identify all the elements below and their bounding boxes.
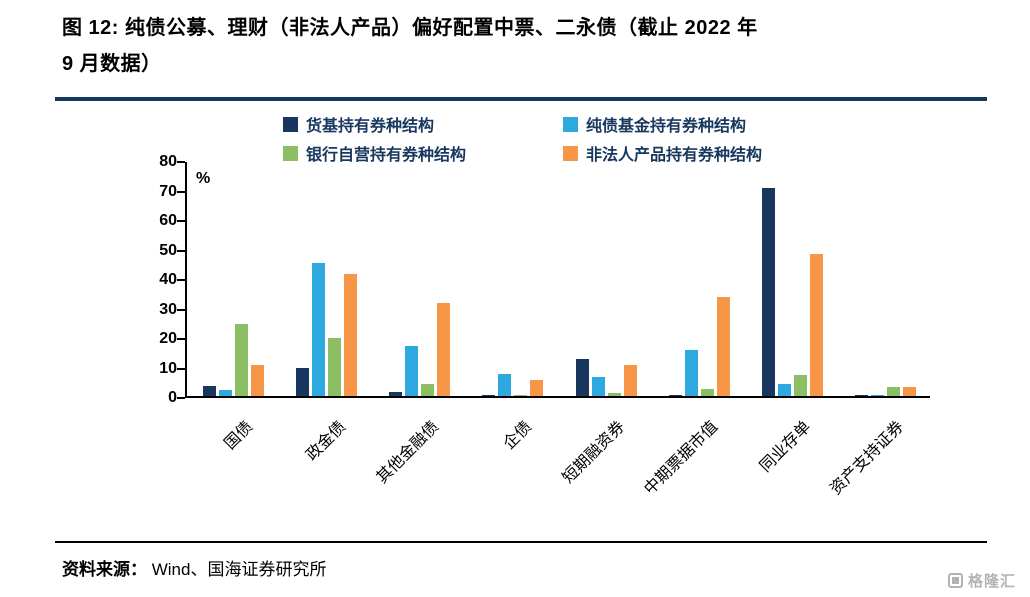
y-axis-tick-mark — [177, 338, 185, 340]
bar-短期融资券-纯债基金持有券种结构 — [592, 377, 605, 396]
bar-资产支持证券-货基持有券种结构 — [855, 395, 868, 396]
bar-中期票据市值-非法人产品持有券种结构 — [717, 297, 730, 396]
bar-企债-非法人产品持有券种结构 — [530, 380, 543, 396]
legend-label: 非法人产品持有券种结构 — [586, 147, 763, 164]
bar-政金债-银行自营持有券种结构 — [328, 338, 341, 396]
legend-marker — [563, 116, 578, 132]
gelonghui-logo-text: 格隆汇 — [967, 573, 1016, 590]
legend-item-1: 货基持有券种结构 — [283, 114, 563, 135]
bar-短期融资券-银行自营持有券种结构 — [608, 393, 621, 396]
x-axis-tick-label: 政金债 — [302, 418, 349, 465]
bar-企债-纯债基金持有券种结构 — [498, 374, 511, 396]
legend-marker — [563, 145, 578, 161]
x-axis-tick-label: 资产支持证券 — [827, 418, 908, 499]
x-axis-tick-label: 其他金融债 — [373, 418, 443, 487]
gelonghui-logo-icon — [947, 573, 963, 588]
y-axis-tick-label: 10 — [159, 359, 177, 377]
y-axis-tick-mark — [177, 308, 185, 311]
bar-同业存单-货基持有券种结构 — [762, 188, 775, 396]
bar-资产支持证券-纯债基金持有券种结构 — [871, 395, 884, 396]
bar-资产支持证券-非法人产品持有券种结构 — [903, 387, 916, 396]
bar-短期融资券-非法人产品持有券种结构 — [624, 365, 637, 396]
y-axis-tick-label: 20 — [159, 330, 177, 347]
bar-中期票据市值-货基持有券种结构 — [669, 395, 682, 396]
y-axis-tick-mark — [177, 161, 185, 163]
y-axis-tick-label: 70 — [159, 182, 177, 200]
bar-中期票据市值-银行自营持有券种结构 — [701, 389, 714, 396]
legend-item-4: 非法人产品持有券种结构 — [563, 143, 763, 164]
legend-item-3: 银行自营持有券种结构 — [283, 143, 563, 164]
x-axis-tick-label: 短期融资券 — [559, 418, 629, 487]
y-axis-tick-label: 30 — [159, 300, 177, 318]
y-axis-tick-label: 50 — [159, 241, 177, 259]
figure-title-line1: 图 12: 纯债公募、理财（非法人产品）偏好配置中票、二永债（截止 2022 年 — [62, 17, 758, 39]
bar-资产支持证券-银行自营持有券种结构 — [887, 387, 900, 396]
footer-divider — [55, 541, 987, 543]
bar-其他金融债-货基持有券种结构 — [389, 392, 402, 396]
bar-政金债-纯债基金持有券种结构 — [312, 263, 325, 396]
bar-企债-货基持有券种结构 — [482, 395, 495, 396]
source-note: 资料来源： Wind、国海证券研究所 — [62, 555, 326, 580]
gelonghui-logo: 格隆汇 — [947, 570, 1016, 591]
y-axis-tick-mark — [177, 220, 185, 222]
legend-marker — [283, 145, 298, 161]
bar-同业存单-纯债基金持有券种结构 — [778, 384, 791, 396]
y-axis-tick-label: 80 — [159, 153, 177, 170]
y-axis-tick-mark — [177, 367, 185, 370]
y-axis-unit-label: % — [196, 170, 211, 187]
figure-title: 图 12: 纯债公募、理财（非法人产品）偏好配置中票、二永债（截止 2022 年… — [62, 10, 1002, 82]
chart-legend: 货基持有券种结构 纯债基金持有券种结构银行自营持有券种结构 非法人产品持有券种结构 — [283, 114, 763, 164]
y-axis-tick-mark — [177, 190, 185, 193]
y-axis-tick-mark — [177, 397, 185, 399]
figure-title-line2: 9 月数据） — [62, 53, 162, 75]
bar-其他金融债-银行自营持有券种结构 — [421, 384, 434, 396]
legend-label: 纯债基金持有券种结构 — [586, 118, 747, 135]
source-label: 资料来源： — [62, 560, 147, 579]
legend-label: 银行自营持有券种结构 — [306, 147, 467, 164]
bar-其他金融债-非法人产品持有券种结构 — [437, 303, 450, 396]
bar-短期融资券-货基持有券种结构 — [576, 359, 589, 396]
source-text: Wind、国海证券研究所 — [151, 560, 327, 579]
x-axis-tick-label: 国债 — [221, 418, 256, 453]
bar-中期票据市值-纯债基金持有券种结构 — [685, 350, 698, 396]
bar-其他金融债-纯债基金持有券种结构 — [405, 346, 418, 396]
bar-同业存单-非法人产品持有券种结构 — [810, 254, 823, 396]
bar-国债-货基持有券种结构 — [203, 386, 216, 396]
y-axis-tick-mark — [177, 249, 185, 252]
bar-企债-银行自营持有券种结构 — [514, 395, 527, 396]
legend-item-2: 纯债基金持有券种结构 — [563, 114, 762, 135]
y-axis-tick-label: 40 — [159, 271, 177, 288]
y-axis-tick-label: 60 — [159, 212, 177, 229]
x-axis-tick-label: 同业存单 — [757, 418, 815, 476]
bar-国债-银行自营持有券种结构 — [235, 324, 248, 396]
plot-area — [185, 162, 930, 398]
bar-国债-纯债基金持有券种结构 — [219, 390, 232, 396]
bar-国债-非法人产品持有券种结构 — [251, 365, 264, 396]
legend-label: 货基持有券种结构 — [306, 118, 435, 135]
x-axis-labels: 国债 政金债 其他金融债 企债 短期融资券 中期票据市值 同业存单 资产支持证券 — [0, 404, 1030, 539]
legend-marker — [283, 116, 298, 132]
title-divider — [55, 97, 987, 101]
bar-政金债-非法人产品持有券种结构 — [344, 274, 357, 396]
x-axis-tick-label: 中期票据市值 — [641, 418, 722, 499]
y-axis-tick-label: 0 — [168, 389, 177, 406]
bar-同业存单-银行自营持有券种结构 — [794, 375, 807, 396]
y-axis-tick-mark — [177, 279, 185, 281]
x-axis-tick-label: 企债 — [500, 418, 536, 453]
bar-政金债-货基持有券种结构 — [296, 368, 309, 396]
